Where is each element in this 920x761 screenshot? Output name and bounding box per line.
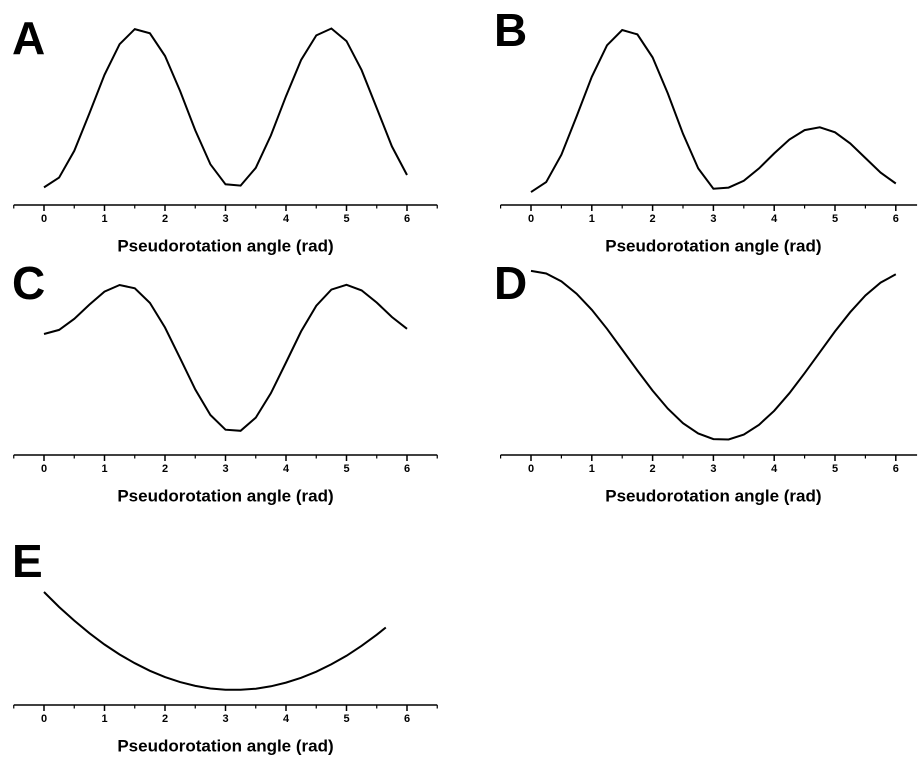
x-tick-label: 2 xyxy=(162,463,168,475)
x-tick-label: 0 xyxy=(41,463,47,475)
x-tick-label: 3 xyxy=(710,213,716,225)
x-tick-label: 3 xyxy=(710,463,716,475)
x-tick-label: 3 xyxy=(222,463,228,475)
x-axis-label: Pseudorotation angle (rad) xyxy=(605,486,821,505)
x-tick-label: 0 xyxy=(528,213,534,225)
panel-letter: B xyxy=(494,4,527,56)
curve xyxy=(43,27,408,189)
x-tick-label: 0 xyxy=(41,713,47,725)
x-axis-label: Pseudorotation angle (rad) xyxy=(605,236,821,255)
x-tick-label: 6 xyxy=(404,213,410,225)
curve xyxy=(530,269,897,441)
x-tick-label: 5 xyxy=(343,463,349,475)
x-tick-label: 6 xyxy=(893,463,899,475)
x-axis-label: Pseudorotation angle (rad) xyxy=(117,736,333,755)
curve xyxy=(43,591,387,691)
x-axis-label: Pseudorotation angle (rad) xyxy=(117,236,333,255)
x-tick-label: 2 xyxy=(650,463,656,475)
panel-letter: E xyxy=(12,535,43,587)
x-tick-label: 1 xyxy=(101,713,107,725)
x-tick-label: 2 xyxy=(650,213,656,225)
x-tick-label: 5 xyxy=(832,463,838,475)
x-tick-label: 3 xyxy=(222,713,228,725)
x-tick-label: 6 xyxy=(404,713,410,725)
x-tick-label: 0 xyxy=(528,463,534,475)
curve xyxy=(43,283,408,432)
panel-letter: D xyxy=(494,257,527,309)
x-tick-label: 5 xyxy=(343,713,349,725)
x-axis-label: Pseudorotation angle (rad) xyxy=(117,486,333,505)
x-tick-label: 1 xyxy=(101,463,107,475)
x-tick-label: 4 xyxy=(283,463,290,475)
x-tick-label: 1 xyxy=(589,463,595,475)
curve xyxy=(530,28,897,193)
x-tick-label: 5 xyxy=(343,213,349,225)
x-tick-label: 2 xyxy=(162,213,168,225)
x-tick-label: 6 xyxy=(893,213,899,225)
x-tick-label: 3 xyxy=(222,213,228,225)
x-tick-label: 1 xyxy=(589,213,595,225)
x-tick-label: 4 xyxy=(283,213,290,225)
panel-letter: A xyxy=(12,12,45,64)
x-tick-label: 4 xyxy=(771,463,778,475)
x-tick-label: 6 xyxy=(404,463,410,475)
x-tick-label: 4 xyxy=(771,213,778,225)
x-tick-label: 2 xyxy=(162,713,168,725)
x-tick-label: 0 xyxy=(41,213,47,225)
x-tick-label: 1 xyxy=(101,213,107,225)
panel-letter: C xyxy=(12,257,45,309)
x-tick-label: 4 xyxy=(283,713,290,725)
x-tick-label: 5 xyxy=(832,213,838,225)
